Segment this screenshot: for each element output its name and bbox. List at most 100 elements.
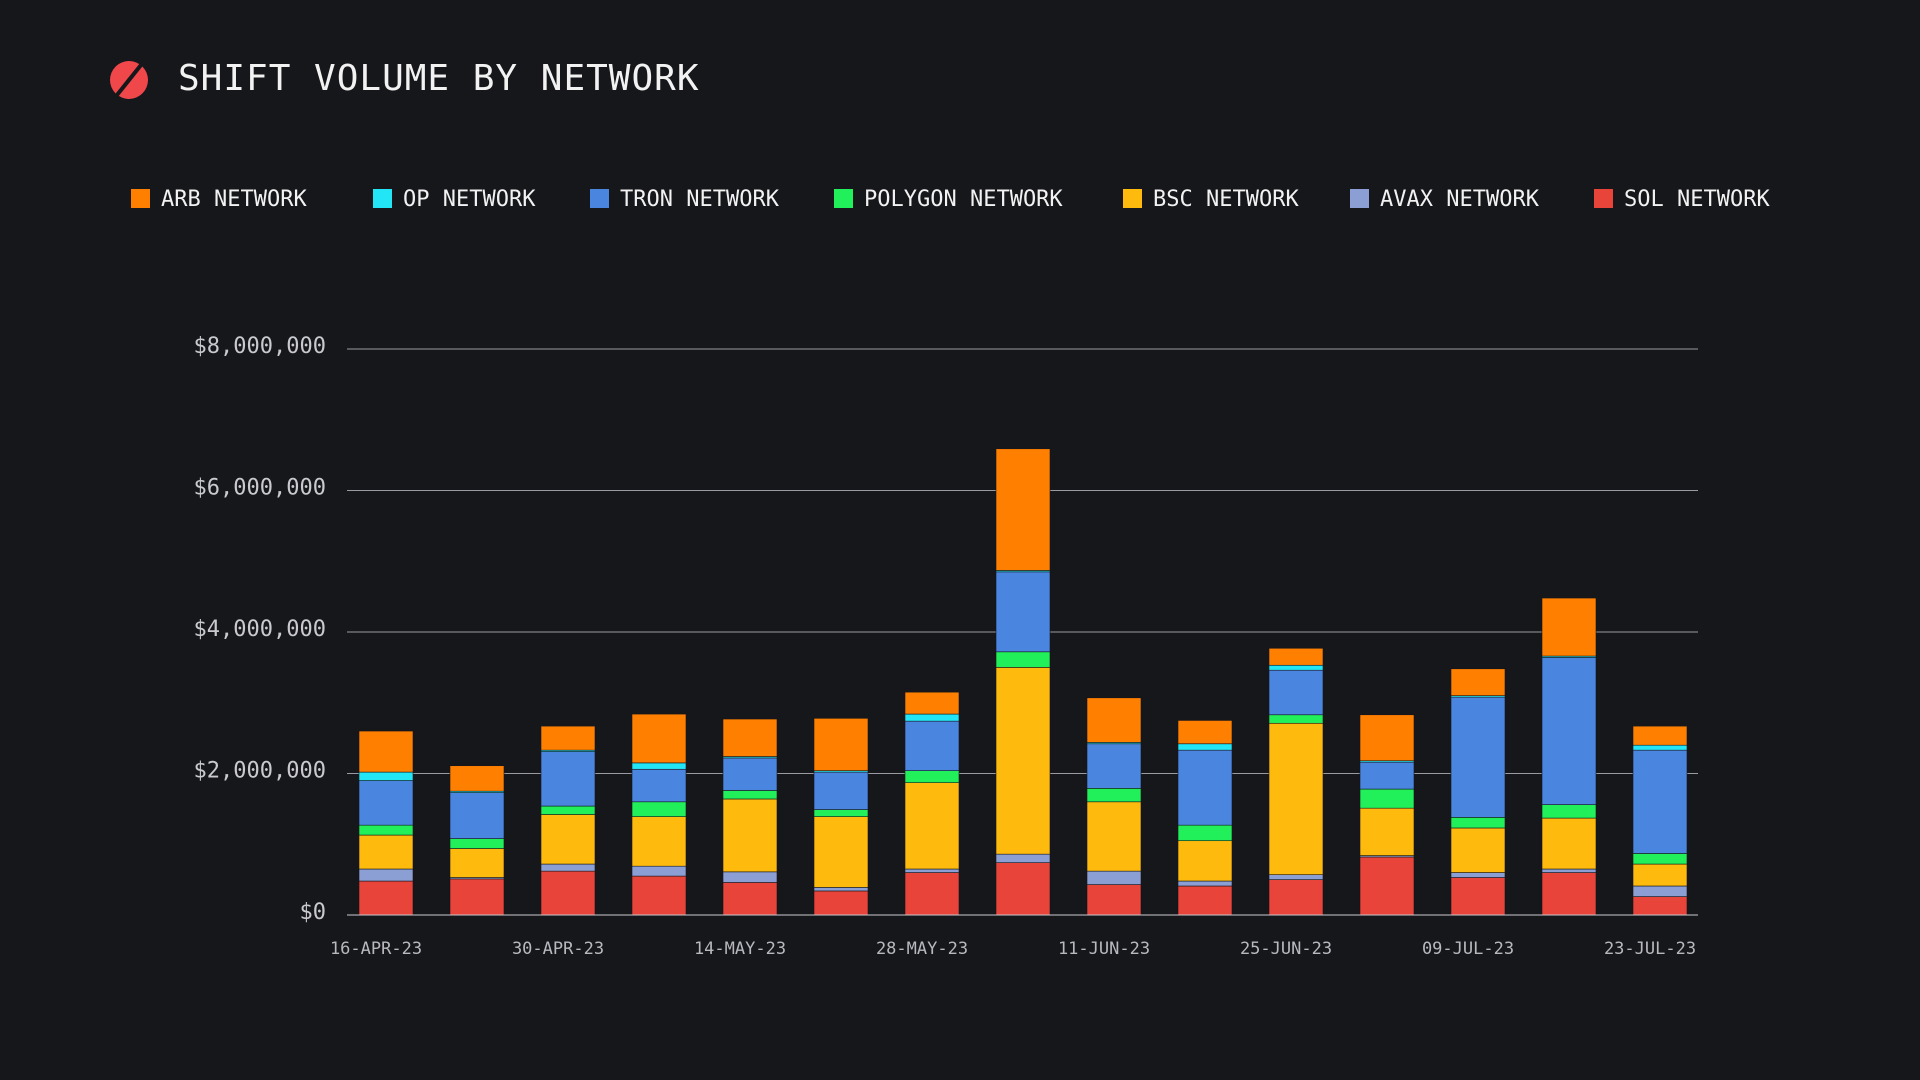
bar-segment: [1086, 884, 1142, 916]
bar-segment: [1177, 720, 1233, 745]
x-tick-label: 11-JUN-23: [1058, 939, 1150, 959]
bar-segment: [904, 713, 960, 722]
bar-segment: [358, 880, 414, 916]
legend-label: BSC NETWORK: [1153, 187, 1299, 212]
bar-segment: [1086, 743, 1142, 789]
bar-segment: [1632, 896, 1688, 916]
legend-label: ARB NETWORK: [161, 187, 307, 212]
bar-segment: [449, 838, 505, 849]
legend-label: POLYGON NETWORK: [864, 187, 1063, 212]
bar-segment: [1177, 880, 1233, 887]
bar-segment: [1541, 872, 1597, 916]
bar-segment: [1359, 761, 1415, 790]
bar-segment: [813, 771, 869, 810]
bar-segment: [358, 868, 414, 882]
bar-segment: [1086, 697, 1142, 743]
bar-segment: [1268, 664, 1324, 671]
bar-segment: [449, 792, 505, 839]
bar-segment: [631, 816, 687, 867]
bar-segment: [1541, 657, 1597, 805]
bar-segment: [1177, 885, 1233, 916]
bar-segment: [1086, 801, 1142, 872]
legend-swatch: [131, 189, 150, 208]
bar-segment: [1632, 749, 1688, 854]
bar-segment: [540, 863, 596, 872]
bar-segment: [995, 862, 1051, 916]
bar-segment: [722, 871, 778, 883]
legend-swatch: [590, 189, 609, 208]
bar-segment: [1541, 868, 1597, 873]
bar-segment: [358, 771, 414, 781]
bar-segment: [1359, 788, 1415, 809]
bar-segment: [722, 790, 778, 800]
y-tick-label: $2,000,000: [194, 759, 326, 784]
bar-segment: [995, 651, 1051, 668]
y-tick-label: $6,000,000: [194, 476, 326, 501]
y-tick-label: $4,000,000: [194, 617, 326, 642]
bar-segment: [1359, 714, 1415, 762]
legend-swatch: [1123, 189, 1142, 208]
y-tick-label: $8,000,000: [194, 334, 326, 359]
y-tick-label: $0: [300, 900, 327, 925]
bar-segment: [1450, 872, 1506, 878]
bar-segment: [631, 762, 687, 770]
bar-segment: [813, 718, 869, 771]
bar-segment: [995, 853, 1051, 863]
bar-segment: [358, 824, 414, 836]
bar-segment: [722, 718, 778, 757]
bar-segment: [540, 725, 596, 751]
legend-swatch: [1350, 189, 1369, 208]
bar-segment: [540, 751, 596, 807]
x-tick-label: 28-MAY-23: [876, 939, 968, 959]
bar-segment: [904, 868, 960, 873]
legend-label: OP NETWORK: [403, 187, 536, 212]
bar-segment: [1268, 879, 1324, 916]
bar-segment: [540, 814, 596, 865]
bar-segment: [1086, 870, 1142, 885]
bar-segment: [1450, 827, 1506, 873]
bar-segment: [1268, 714, 1324, 724]
legend-swatch: [373, 189, 392, 208]
bar-segment: [631, 865, 687, 877]
bar-segment: [358, 834, 414, 870]
bar-segment: [1632, 863, 1688, 887]
bar-segment: [1268, 722, 1324, 875]
bar-segment: [1359, 856, 1415, 916]
bar-segment: [1541, 817, 1597, 870]
logo: [110, 61, 148, 99]
bar-segment: [1268, 669, 1324, 716]
bar-segment: [631, 875, 687, 916]
bar-segment: [1632, 725, 1688, 746]
bar-segment: [540, 805, 596, 815]
x-tick-label: 16-APR-23: [330, 939, 422, 959]
bar-segment: [722, 757, 778, 791]
bar-segment: [1541, 597, 1597, 657]
bar-segment: [1450, 877, 1506, 916]
bar-segment: [904, 782, 960, 870]
bar-segment: [904, 770, 960, 783]
bar-segment: [631, 713, 687, 764]
bar-segment: [904, 691, 960, 715]
bar-segment: [722, 882, 778, 916]
legend-label: SOL NETWORK: [1624, 187, 1770, 212]
bar-segment: [904, 720, 960, 771]
bar-segment: [1541, 804, 1597, 819]
bar-segment: [449, 848, 505, 878]
legend-swatch: [834, 189, 853, 208]
bar-segment: [1177, 749, 1233, 826]
bar-segment: [995, 667, 1051, 855]
bar-segment: [1450, 696, 1506, 818]
legend-label: AVAX NETWORK: [1380, 187, 1540, 212]
bar-segment: [1177, 824, 1233, 842]
legend-swatch: [1594, 189, 1613, 208]
bar-segment: [1177, 840, 1233, 882]
bar-segment: [540, 870, 596, 916]
bar-segment: [631, 801, 687, 817]
chart-title: SHIFT VOLUME BY NETWORK: [178, 58, 700, 99]
x-tick-label: 30-APR-23: [512, 939, 604, 959]
bar-segment: [813, 887, 869, 892]
bar-segment: [1359, 807, 1415, 856]
x-tick-label: 14-MAY-23: [694, 939, 786, 959]
bar-segment: [358, 730, 414, 773]
